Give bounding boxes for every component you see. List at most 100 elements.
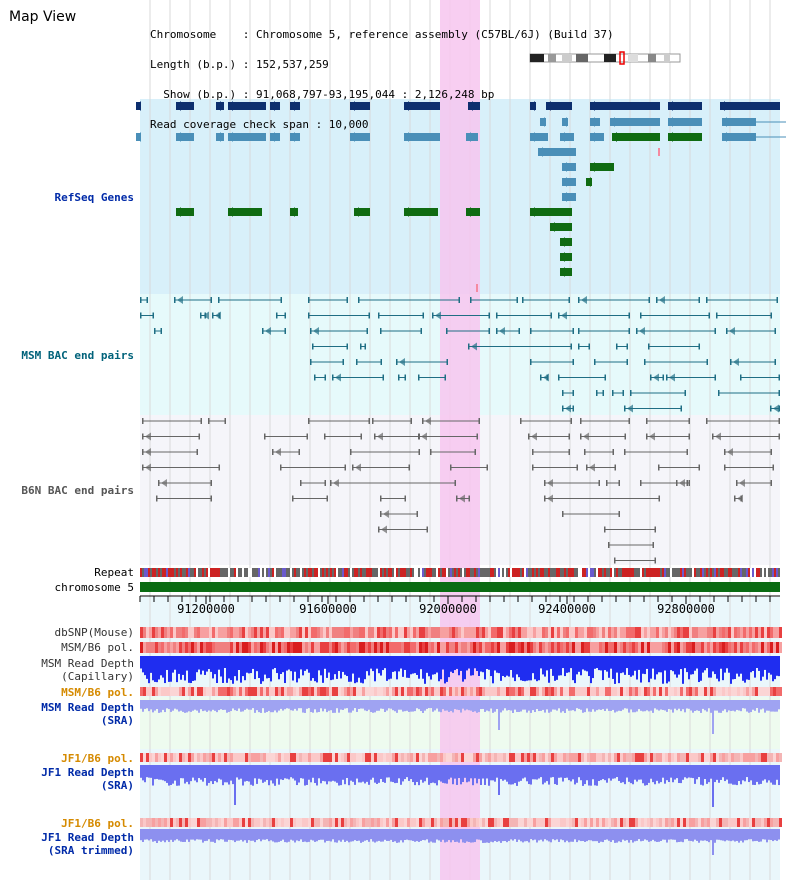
read-depth-bar: [328, 765, 330, 782]
polymorphism-strip: [260, 627, 263, 638]
polymorphism-strip: [749, 753, 752, 762]
bac-end-arrow: [145, 448, 151, 456]
polymorphism-strip: [359, 687, 362, 696]
bac-end: [532, 449, 534, 455]
read-depth-bar: [526, 829, 528, 842]
read-depth-bar: [272, 656, 274, 670]
polymorphism-strip: [527, 627, 530, 638]
read-depth-bar: [778, 829, 780, 840]
read-depth-bar: [228, 656, 230, 679]
polymorphism-strip: [224, 642, 227, 653]
read-depth-bar: [636, 829, 638, 841]
gene-block: [176, 133, 194, 141]
repeat-block: [198, 568, 200, 577]
read-depth-bar: [482, 829, 484, 843]
polymorphism-strip: [617, 642, 620, 653]
read-depth-bar: [464, 765, 466, 778]
polymorphism-strip: [263, 687, 266, 696]
read-depth-bar: [530, 656, 532, 681]
repeat-block: [550, 568, 552, 577]
bac-end-arrow: [565, 404, 571, 413]
repeat-block: [372, 568, 374, 577]
repeat-block: [620, 568, 622, 577]
bac-end: [688, 418, 690, 424]
read-depth-bar: [778, 765, 780, 786]
polymorphism-strip: [524, 818, 527, 827]
polymorphism-strip: [353, 627, 356, 638]
repeat-block: [444, 568, 446, 577]
read-depth-bar: [630, 765, 632, 784]
repeat-block: [436, 568, 438, 577]
bac-end-arrow: [581, 296, 587, 304]
polymorphism-strip: [725, 687, 728, 696]
repeat-block: [404, 568, 406, 577]
repeat-block: [382, 568, 384, 577]
bac-end-arrow: [145, 463, 151, 472]
polymorphism-strip: [452, 642, 455, 653]
read-depth-bar: [382, 656, 384, 671]
polymorphism-strip: [668, 753, 671, 762]
read-depth-bar: [302, 656, 304, 676]
read-depth-bar: [186, 765, 188, 782]
read-depth-bar: [762, 700, 764, 709]
read-depth-bar: [668, 656, 670, 682]
polymorphism-strip: [692, 627, 695, 638]
read-depth-bar: [294, 829, 296, 843]
polymorphism-strip: [203, 753, 206, 762]
read-depth-bar: [658, 765, 660, 784]
bac-end: [658, 495, 660, 502]
polymorphism-strip: [212, 818, 215, 827]
read-depth-bar: [274, 765, 276, 786]
track-label-b6n-bac[interactable]: B6N BAC end pairs: [21, 484, 134, 497]
read-depth-bar: [584, 656, 586, 671]
bac-end: [544, 480, 546, 486]
bac-end: [396, 359, 398, 365]
read-depth-bar: [606, 700, 608, 709]
repeat-block: [324, 568, 326, 577]
read-depth-bar: [198, 829, 200, 840]
polymorphism-strip: [410, 753, 413, 762]
polymorphism-strip: [461, 642, 464, 653]
read-depth-bar: [616, 829, 618, 843]
polymorphism-strip: [494, 818, 497, 827]
read-depth-bar: [406, 656, 408, 678]
repeat-block: [466, 568, 468, 577]
read-depth-bar: [418, 829, 420, 842]
track-label-msm-bac[interactable]: MSM BAC end pairs: [21, 349, 134, 362]
read-depth-bar: [718, 700, 720, 713]
bac-end: [598, 480, 600, 486]
bac-end: [622, 390, 624, 396]
read-depth-bar: [672, 700, 674, 713]
repeat-block: [464, 568, 466, 577]
bac-end-arrow: [561, 311, 567, 320]
read-depth-bar: [458, 829, 460, 843]
read-depth-bar: [348, 765, 350, 786]
bac-end-arrow: [145, 432, 151, 441]
bac-end: [410, 418, 412, 424]
read-depth-bar: [200, 656, 202, 675]
polymorphism-strip: [662, 687, 665, 696]
repeat-block: [226, 568, 228, 577]
gene-block: [350, 102, 370, 110]
polymorphism-strip: [650, 642, 653, 653]
polymorphism-strip: [140, 753, 143, 762]
gene-block: [612, 133, 660, 141]
read-depth-bar: [444, 656, 446, 684]
read-depth-bar: [382, 700, 384, 709]
read-depth-bar: [462, 765, 464, 782]
polymorphism-strip: [566, 627, 569, 638]
track-label-refseq[interactable]: RefSeq Genes: [54, 191, 134, 204]
read-depth-bar: [762, 656, 764, 677]
read-depth-bar: [674, 829, 676, 840]
read-depth-bar: [240, 829, 242, 840]
polymorphism-strip: [395, 687, 398, 696]
repeat-block: [618, 568, 620, 577]
polymorphism-strip: [338, 687, 341, 696]
repeat-block: [666, 568, 668, 577]
read-depth-bar: [742, 656, 744, 681]
read-depth-bar: [338, 700, 340, 713]
polymorphism-strip: [248, 753, 251, 762]
polymorphism-strip: [200, 687, 203, 696]
bac-end: [734, 495, 736, 502]
read-depth-bar: [242, 656, 244, 677]
